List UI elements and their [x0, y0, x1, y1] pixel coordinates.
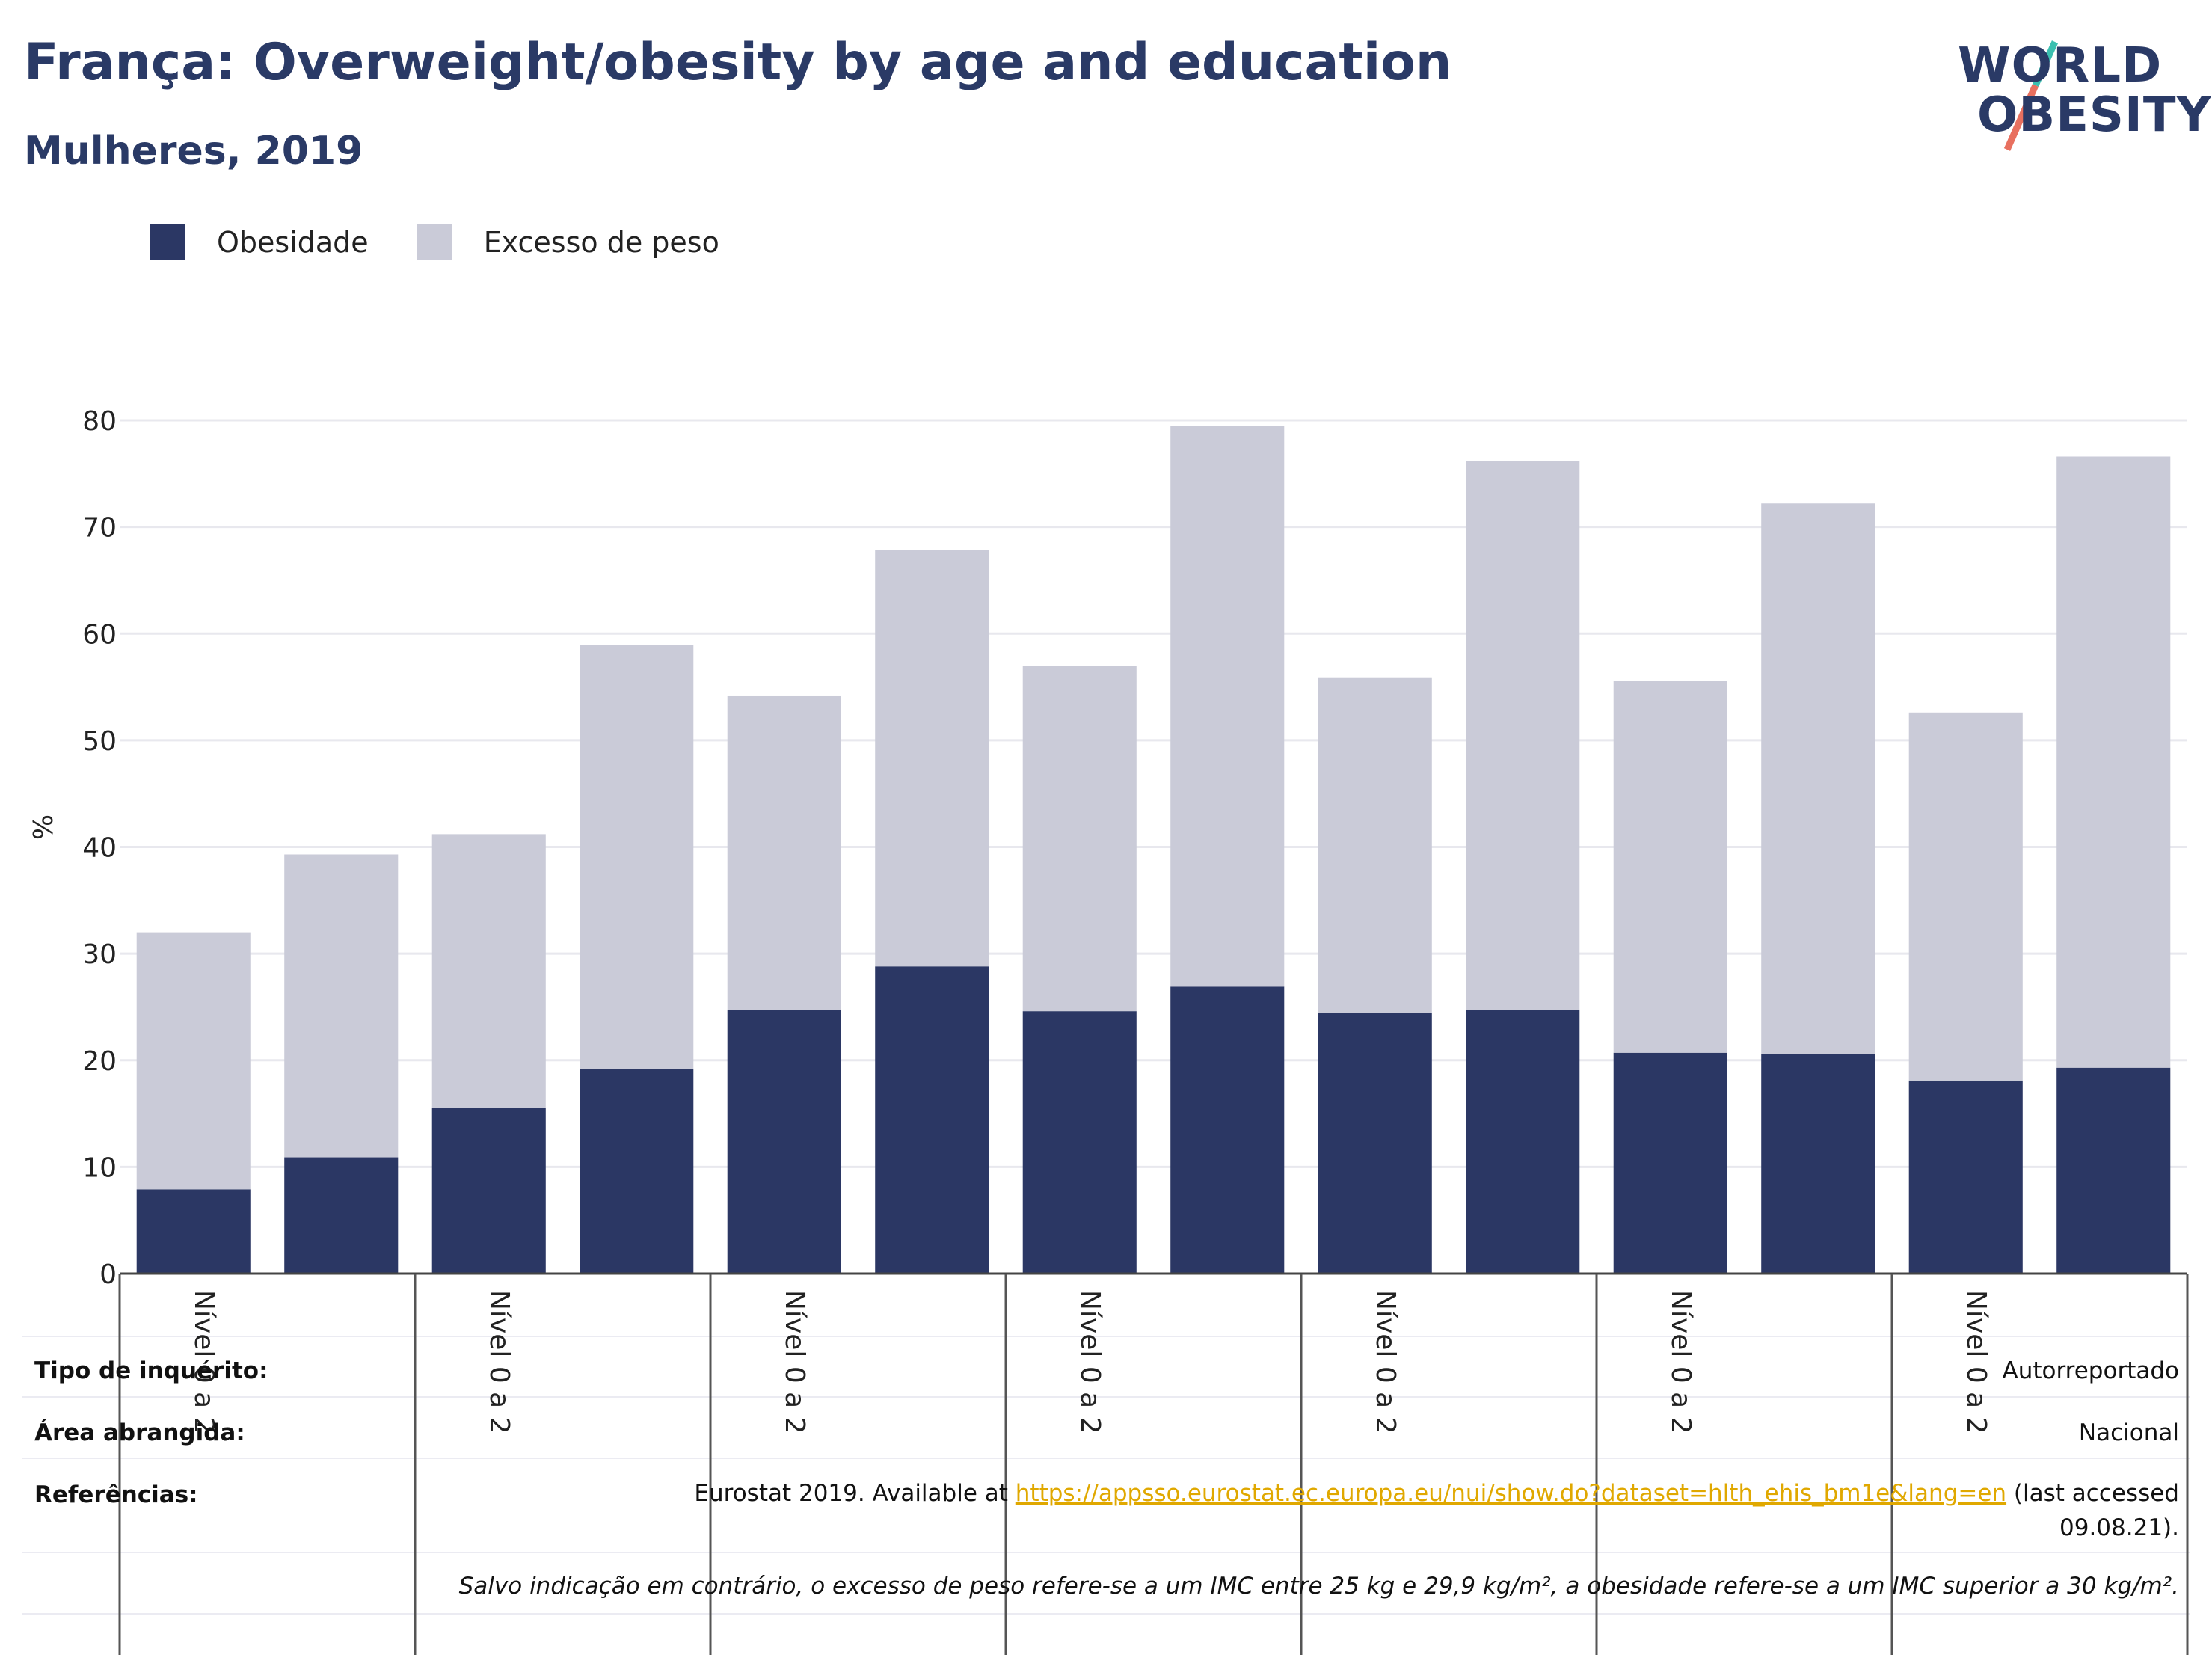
bar-overweight	[727, 695, 841, 1010]
axes: 0 10 20 30 40 50 60 70 80 Nível 0 a 2 Nível 0 a 2 N…	[82, 406, 2189, 1655]
bar-obesity	[1613, 1052, 1727, 1274]
x-group-label: Nível 0 a 2	[1075, 1290, 1105, 1434]
y-tick-label: 20	[82, 1046, 117, 1077]
bar-overweight	[284, 854, 399, 1158]
legend-label-overweight: Excesso de peso	[483, 226, 719, 259]
references-value: Eurostat 2019. Available at https://apps…	[669, 1476, 2179, 1545]
y-tick-label: 80	[82, 406, 117, 437]
legend-label-obesity: Obesidade	[217, 226, 369, 259]
y-tick-label: 40	[82, 833, 117, 864]
x-group-label: Nível 0 a 2	[1961, 1290, 1991, 1434]
logo-slash-icon	[2003, 40, 2059, 151]
bar-obesity	[1761, 1054, 1875, 1274]
bar-overweight	[1318, 677, 1432, 1013]
definition-note: Salvo indicação em contrário, o excesso …	[458, 1573, 2179, 1600]
bar-overweight	[431, 834, 546, 1108]
bar-obesity	[580, 1069, 694, 1274]
grid-lines	[120, 419, 2187, 1168]
meta-table-lines	[22, 1336, 2190, 1615]
bar-obesity	[727, 1010, 841, 1274]
bar-obesity	[875, 966, 989, 1274]
bar-overweight	[1022, 666, 1137, 1012]
x-group-label: Nível 0 a 2	[484, 1290, 514, 1434]
references-label: Referências:	[34, 1481, 198, 1508]
bar-obesity	[1318, 1013, 1432, 1274]
bar-obesity	[2056, 1067, 2171, 1274]
y-axis-title: %	[28, 814, 59, 840]
coverage-label: Área abrangida:	[34, 1419, 245, 1446]
references-prefix: Eurostat 2019. Available at	[694, 1480, 1016, 1507]
survey-type-value: Autorreportado	[2002, 1357, 2180, 1384]
world-obesity-logo: WORLD OBESITY	[1952, 30, 2211, 157]
y-tick-label: 30	[82, 939, 117, 970]
x-group-label: Nível 0 a 2	[1665, 1290, 1696, 1434]
x-group-label: Nível 0 a 2	[1370, 1290, 1401, 1434]
x-group-label: Nível 0 a 2	[779, 1290, 810, 1434]
y-axis-title-group: %	[28, 814, 59, 840]
bar-obesity	[284, 1157, 399, 1274]
bar-overweight	[1466, 461, 1580, 1010]
logo-text-world: WORLD	[1958, 38, 2163, 93]
legend-swatch-overweight	[416, 224, 452, 260]
y-tick-label: 70	[82, 513, 117, 544]
chart-subtitle: Mulheres, 2019	[24, 129, 363, 174]
bar-overweight	[2056, 456, 2171, 1068]
survey-type-label: Tipo de inquérito:	[34, 1357, 268, 1384]
logo-slash-coral	[2003, 84, 2039, 151]
bar-obesity	[136, 1189, 251, 1274]
bar-obesity	[1022, 1011, 1137, 1274]
x-group-label: Nível 0 a 2	[188, 1290, 219, 1434]
chart-legend: Obesidade Excesso de peso	[150, 221, 767, 263]
chart-title: França: Overweight/obesity by age and ed…	[24, 33, 1452, 92]
bar-overweight	[1908, 712, 2023, 1081]
bar-overweight	[1613, 681, 1727, 1053]
bar-overweight	[1761, 503, 1875, 1054]
bar-obesity	[431, 1108, 546, 1274]
bar-overweight	[1170, 426, 1285, 987]
bars	[136, 426, 2171, 1274]
references-suffix: (last accessed 09.08.21).	[2006, 1480, 2179, 1541]
legend-item-obesity[interactable]: Obesidade	[150, 224, 369, 260]
bar-obesity	[1908, 1080, 2023, 1274]
y-tick-label: 50	[82, 726, 117, 757]
legend-swatch-obesity	[150, 224, 185, 260]
bar-overweight	[136, 932, 251, 1190]
bar-obesity	[1466, 1010, 1580, 1274]
references-link[interactable]: https://appsso.eurostat.ec.europa.eu/nui…	[1015, 1480, 2007, 1507]
bar-obesity	[1170, 986, 1285, 1274]
logo-text-obesity: OBESITY	[1977, 87, 2212, 143]
legend-item-overweight[interactable]: Excesso de peso	[416, 224, 719, 260]
logo-slash-teal	[2032, 40, 2059, 87]
y-tick-label: 10	[82, 1152, 117, 1183]
y-tick-label: 0	[99, 1259, 117, 1290]
y-tick-label: 60	[82, 619, 117, 650]
coverage-value: Nacional	[2078, 1419, 2179, 1446]
bar-overweight	[875, 550, 989, 967]
bar-overweight	[580, 645, 694, 1069]
